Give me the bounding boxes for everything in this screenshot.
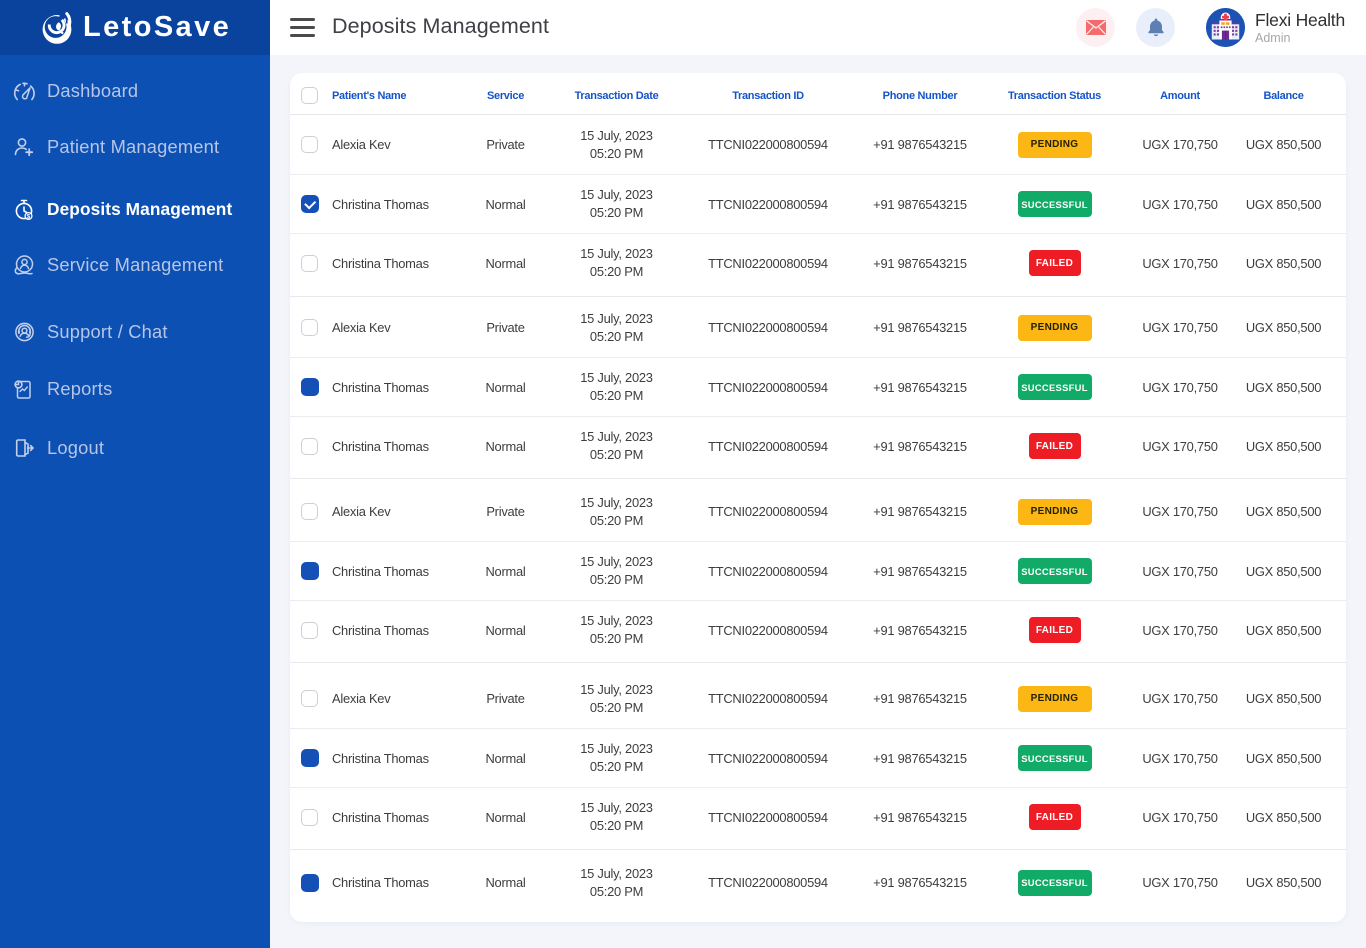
svg-text:$: $: [27, 213, 31, 220]
